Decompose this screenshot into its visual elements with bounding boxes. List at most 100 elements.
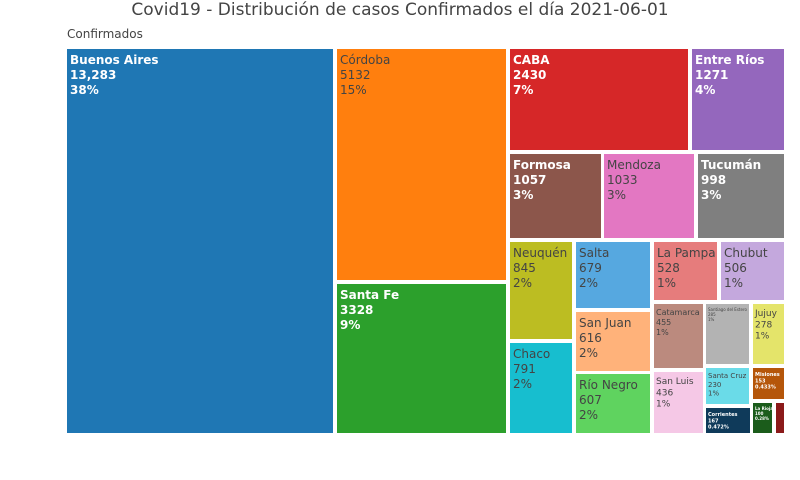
tile-value-chaco: 791 — [513, 362, 536, 376]
tile-rect-la-pampa[interactable] — [654, 242, 717, 300]
tile-rect-entre-rios[interactable] — [692, 49, 784, 150]
tile-name-chaco: Chaco — [513, 347, 550, 361]
tile-name-cordoba: Córdoba — [340, 53, 390, 67]
tile-value-tucuman: 998 — [701, 173, 726, 187]
tile-percent-caba: 7% — [513, 83, 533, 97]
tile-name-buenos-aires: Buenos Aires — [70, 53, 159, 67]
tile-value-buenos-aires: 13,283 — [70, 68, 116, 82]
tile-percent-formosa: 3% — [513, 188, 533, 202]
treemap-root-label[interactable]: Confirmados — [67, 27, 143, 41]
tile-rect-rio-negro[interactable] — [576, 374, 650, 433]
tile-rect-neuquen[interactable] — [510, 242, 572, 339]
tile-name-rio-negro: Río Negro — [579, 378, 638, 392]
tile-value-formosa: 1057 — [513, 173, 546, 187]
tile-name-jujuy: Jujuy — [754, 309, 778, 319]
tile-rect-san-juan[interactable] — [576, 312, 650, 371]
tile-rect-formosa[interactable] — [510, 154, 601, 238]
tile-percent-la-pampa: 1% — [657, 276, 676, 290]
tile-name-neuquen: Neuquén — [513, 246, 567, 260]
tile-value-neuquen: 845 — [513, 261, 536, 275]
tile-value-rio-negro: 607 — [579, 393, 602, 407]
tile-percent-san-luis: 1% — [656, 400, 671, 410]
tile-rect-chaco[interactable] — [510, 343, 572, 433]
tile-value-santa-cruz: 230 — [708, 381, 721, 389]
tile-rect-santa-fe[interactable] — [337, 284, 506, 433]
tile-name-san-luis: San Luis — [656, 377, 694, 387]
tile-rect-santa-cruz[interactable] — [706, 368, 749, 404]
tile-percent-santa-fe: 9% — [340, 318, 360, 332]
tile-value-la-pampa: 528 — [657, 261, 680, 275]
tile-percent-santiago-del-estero: 1% — [708, 317, 715, 322]
tile-name-corrientes: Corrientes — [708, 412, 737, 418]
tile-percent-misiones: 0.433% — [755, 385, 776, 391]
tile-percent-chaco: 2% — [513, 377, 532, 391]
tile-percent-catamarca: 1% — [656, 328, 669, 337]
tile-percent-rio-negro: 2% — [579, 408, 598, 422]
tile-name-santa-fe: Santa Fe — [340, 288, 399, 302]
tile-rect-catamarca[interactable] — [654, 304, 703, 368]
tile-value-chubut: 506 — [724, 261, 747, 275]
tile-name-la-rioja: La Rioja — [755, 406, 773, 411]
tile-rect-chubut[interactable] — [721, 242, 784, 300]
tile-name-formosa: Formosa — [513, 158, 571, 172]
tile-name-santa-cruz: Santa Cruz — [708, 372, 747, 380]
tile-value-salta: 679 — [579, 261, 602, 275]
tile-rect-cordoba[interactable] — [337, 49, 506, 280]
tile-percent-corrientes: 0.472% — [708, 425, 729, 431]
tile-rect-salta[interactable] — [576, 242, 650, 308]
tile-rect-jujuy[interactable] — [753, 304, 784, 364]
tile-rect-san-luis[interactable] — [654, 372, 703, 433]
tile-rect-santiago-del-estero[interactable] — [706, 304, 749, 364]
tile-value-catamarca: 455 — [656, 318, 671, 327]
tile-name-mendoza: Mendoza — [607, 158, 661, 172]
tile-rect-corrientes[interactable] — [706, 408, 750, 433]
tile-percent-la-rioja: 0.28% — [755, 416, 769, 421]
tile-rect-mendoza[interactable] — [604, 154, 694, 238]
tile-value-mendoza: 1033 — [607, 173, 638, 187]
tile-value-entre-rios: 1271 — [695, 68, 728, 82]
tile-rect-tucuman[interactable] — [698, 154, 784, 238]
tile-value-caba: 2430 — [513, 68, 546, 82]
tile-percent-neuquen: 2% — [513, 276, 532, 290]
tile-rect-caba[interactable] — [510, 49, 688, 150]
tile-name-caba: CABA — [513, 53, 550, 67]
tile-percent-entre-rios: 4% — [695, 83, 715, 97]
tile-percent-tucuman: 3% — [701, 188, 721, 202]
tile-rect-misiones[interactable] — [753, 368, 784, 399]
tile-name-san-juan: San Juan — [579, 316, 632, 330]
tile-percent-chubut: 1% — [724, 276, 743, 290]
tile-value-jujuy: 278 — [755, 320, 772, 330]
tile-rect-buenos-aires[interactable] — [67, 49, 333, 433]
tile-value-la-rioja: 100 — [755, 411, 764, 416]
tile-percent-jujuy: 1% — [755, 332, 770, 342]
tile-rect-la-rioja[interactable] — [753, 403, 772, 433]
tile-name-santiago-del-estero: Santiago del Estero — [708, 307, 747, 312]
tile-rect-tierra-del-fuego[interactable] — [776, 403, 784, 433]
tile-tierra-del-fuego[interactable] — [776, 403, 784, 433]
tile-value-misiones: 153 — [755, 378, 766, 384]
tile-name-salta: Salta — [579, 246, 609, 260]
